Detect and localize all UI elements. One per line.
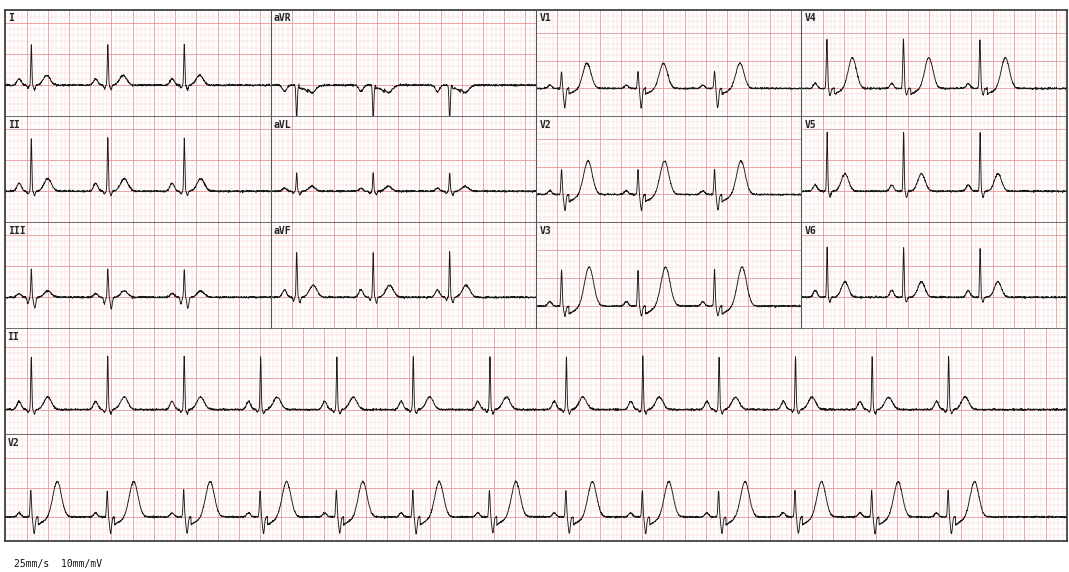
Text: V1: V1 bbox=[539, 14, 551, 23]
Text: aVL: aVL bbox=[274, 120, 292, 129]
Text: II: II bbox=[7, 332, 19, 341]
Text: aVF: aVF bbox=[274, 225, 292, 236]
Text: V6: V6 bbox=[805, 225, 817, 236]
Text: I: I bbox=[9, 14, 14, 23]
Text: 25mm/s  10mm/mV: 25mm/s 10mm/mV bbox=[14, 559, 102, 569]
Text: V4: V4 bbox=[805, 14, 817, 23]
Text: II: II bbox=[9, 120, 20, 129]
Text: V2: V2 bbox=[539, 120, 551, 129]
Text: aVR: aVR bbox=[274, 14, 292, 23]
Text: V5: V5 bbox=[805, 120, 817, 129]
Text: V2: V2 bbox=[7, 438, 19, 448]
Text: III: III bbox=[9, 225, 26, 236]
Text: V3: V3 bbox=[539, 225, 551, 236]
